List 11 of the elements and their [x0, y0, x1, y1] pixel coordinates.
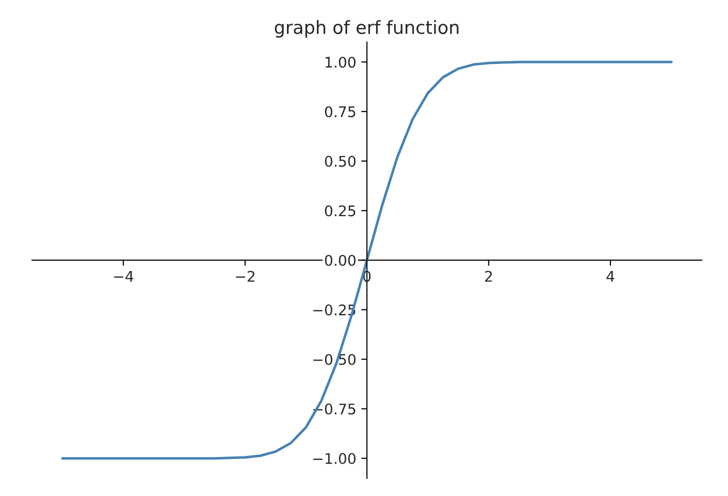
y-tick-label: 0.75 — [324, 106, 356, 118]
y-tick-label: −1.00 — [313, 453, 356, 464]
x-tick-label: −2 — [236, 270, 254, 282]
y-tick-label: 0.50 — [324, 156, 356, 167]
x-tick-label: −4 — [114, 271, 134, 282]
y-tick-label: 0.00 — [324, 254, 356, 266]
x-tick-label: 2 — [485, 270, 492, 282]
y-tick-label: 0.25 — [324, 205, 356, 216]
y-tick-label: 1.00 — [326, 56, 356, 68]
x-tick-label: 4 — [606, 271, 614, 282]
chart-title: graph of erf function — [274, 20, 458, 38]
